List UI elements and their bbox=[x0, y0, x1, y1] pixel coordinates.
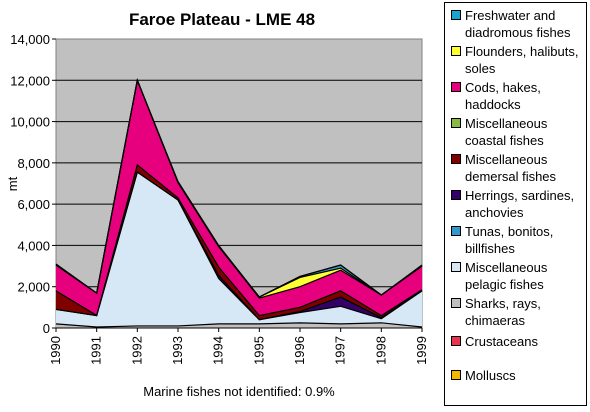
legend-label: Molluscs bbox=[465, 368, 516, 383]
x-tick-label: 1992 bbox=[129, 336, 144, 365]
outline-sharks-rays-chimaeras bbox=[55, 322, 423, 328]
legend-swatch bbox=[451, 118, 461, 128]
outline-miscellaneous-coastal-fishes bbox=[55, 78, 423, 298]
legend-swatch bbox=[451, 370, 461, 380]
x-axis-ticks: 1990 1991 1992 1993 1994 1995 1996 1997 1998 1999 bbox=[48, 327, 429, 365]
legend-label: Herrings, sardines, anchovies bbox=[465, 188, 575, 220]
legend-swatch bbox=[451, 82, 461, 92]
y-tick-label: 2,000 bbox=[17, 280, 50, 295]
x-tick-label: 1994 bbox=[211, 336, 226, 365]
y-tick-label: 0 bbox=[43, 321, 50, 336]
legend-swatch bbox=[451, 226, 461, 236]
y-tick-label: 10,000 bbox=[10, 115, 50, 130]
x-tick-label: 1990 bbox=[48, 336, 63, 365]
area-miscellaneous-pelagic-fishes bbox=[56, 172, 422, 327]
chart-title: Faroe Plateau - LME 48 bbox=[129, 10, 315, 29]
legend-label: Flounders, halibuts, soles bbox=[465, 44, 579, 76]
x-tick-label: 1996 bbox=[292, 336, 307, 365]
x-tick-label: 1991 bbox=[89, 336, 104, 365]
y-tick-label: 14,000 bbox=[10, 32, 50, 47]
outline-herrings-sardines-anchovies bbox=[55, 171, 423, 321]
y-tick-label: 12,000 bbox=[10, 73, 50, 88]
outline-miscellaneous-demersal-fishes bbox=[55, 163, 423, 317]
legend-label: Miscellaneous pelagic fishes bbox=[465, 260, 548, 292]
legend-label: Crustaceans bbox=[465, 334, 538, 349]
legend-swatch bbox=[451, 154, 461, 164]
legend-label: Tunas, bonitos, billfishes bbox=[465, 224, 554, 256]
y-tick-label: 8,000 bbox=[17, 156, 50, 171]
legend-label: Miscellaneous coastal fishes bbox=[465, 116, 548, 148]
y-tick-label: 6,000 bbox=[17, 197, 50, 212]
legend-label: Miscellaneous demersal fishes bbox=[465, 152, 557, 184]
legend-swatch bbox=[451, 190, 461, 200]
x-tick-label: 1993 bbox=[170, 336, 185, 365]
legend-swatch bbox=[451, 10, 461, 20]
legend-swatch bbox=[451, 336, 461, 346]
legend-swatch bbox=[451, 46, 461, 56]
legend-label: Freshwater and diadromous fishes bbox=[465, 8, 571, 40]
legend-label: Sharks, rays, chimaeras bbox=[465, 296, 541, 328]
x-tick-label: 1999 bbox=[414, 336, 429, 365]
x-tick-label: 1997 bbox=[333, 336, 348, 365]
y-axis-ticks: 0 2,000 4,000 6,000 8,000 10,000 12,000 14,000 bbox=[10, 32, 56, 336]
x-tick-label: 1998 bbox=[373, 336, 388, 365]
legend-swatch bbox=[451, 298, 461, 308]
y-tick-label: 4,000 bbox=[17, 238, 50, 253]
y-axis-label: mt bbox=[5, 176, 20, 191]
legend-label: Cods, hakes, haddocks bbox=[465, 80, 541, 112]
legend-swatch bbox=[451, 262, 461, 272]
area-cods-hakes-haddocks bbox=[56, 80, 422, 316]
x-tick-label: 1995 bbox=[251, 336, 266, 365]
legend: Freshwater and diadromous fishes Flounder… bbox=[444, 2, 587, 406]
footnote: Marine fishes not identified: 0.9% bbox=[143, 384, 335, 399]
series-outlines bbox=[55, 78, 423, 328]
